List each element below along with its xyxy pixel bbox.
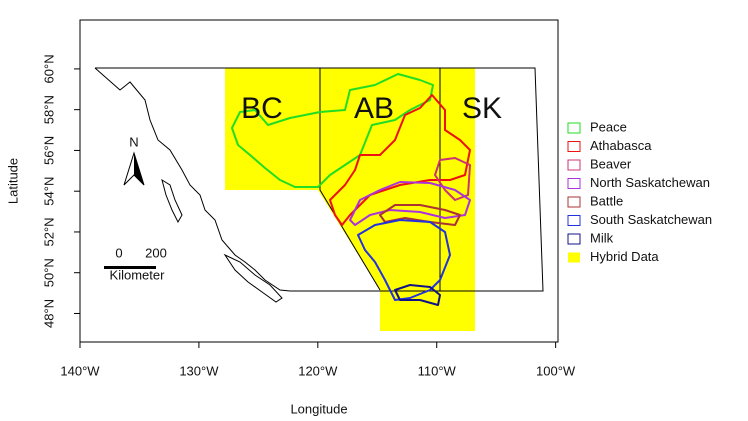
x-tick-label: 130°W: [179, 363, 219, 378]
y-tick-label: 60°N: [41, 54, 56, 83]
peace-basin: [231, 73, 434, 188]
bc-coastline: [94, 67, 291, 292]
legend-swatch: [568, 252, 580, 263]
legend-label: South Saskatchewan: [590, 212, 712, 227]
x-axis-title: Longitude: [290, 401, 347, 416]
north-saskatchewan-basin: [349, 181, 471, 226]
legend-swatch: [567, 196, 581, 208]
province-label: SK: [462, 92, 502, 125]
y-tick-label: 50°N: [41, 258, 56, 287]
y-tick-label: 54°N: [41, 177, 56, 206]
south-saskatchewan-basin: [357, 219, 451, 301]
x-tick-label: 140°W: [60, 363, 100, 378]
y-tick-label: 52°N: [41, 217, 56, 246]
scale-unit: Kilometer: [110, 267, 166, 282]
legend-label: Beaver: [590, 156, 632, 171]
legend-label: Milk: [590, 230, 614, 245]
scale-tick-label: 200: [145, 245, 167, 260]
y-axis-title: Latitude: [5, 158, 20, 204]
north-arrow-fill: [134, 153, 144, 185]
scale-bar: [104, 266, 156, 269]
legend-swatch: [567, 122, 581, 134]
x-tick-label: 110°W: [418, 363, 457, 378]
legend-label: Peace: [590, 119, 627, 134]
legend-swatch: [567, 178, 581, 189]
province-label: BC: [241, 92, 283, 125]
province-label: AB: [354, 92, 394, 125]
legend-label: Athabasca: [590, 138, 652, 153]
north-label: N: [129, 134, 138, 149]
beaver-basin: [434, 157, 471, 201]
legend-label: Battle: [590, 193, 623, 208]
y-tick-label: 58°N: [41, 95, 56, 124]
milk-basin: [394, 284, 441, 306]
y-tick-label: 56°N: [41, 136, 56, 165]
legend-swatch: [567, 159, 581, 171]
legend-swatch: [567, 233, 581, 245]
legend-label: Hybrid Data: [590, 249, 659, 264]
y-tick-label: 48°N: [41, 299, 56, 328]
legend-label: North Saskatchewan: [590, 175, 710, 190]
x-tick-label: 100°W: [536, 363, 576, 378]
vancouver-island: [223, 253, 283, 303]
x-tick-label: 120°W: [298, 363, 338, 378]
hybrid-data-area: [225, 68, 475, 331]
legend-swatch: [567, 141, 581, 152]
haida-gwaii: [161, 178, 183, 224]
athabasca-basin: [329, 94, 471, 226]
scale-tick-label: 0: [115, 245, 122, 260]
plot-frame: [79, 19, 559, 343]
legend-swatch: [567, 215, 581, 226]
